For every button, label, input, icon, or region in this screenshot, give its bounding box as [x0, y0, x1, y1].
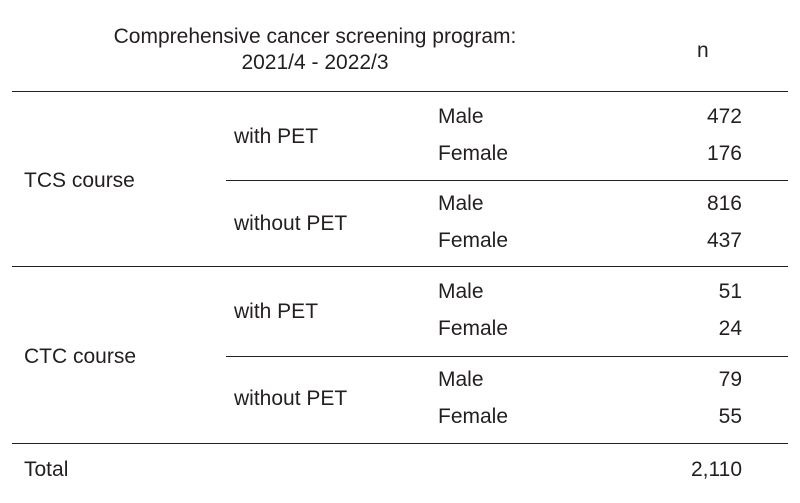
course-label-tcs: TCS course [24, 169, 135, 192]
table-title-line2: 2021/4 - 2022/3 [241, 51, 389, 74]
header-rule [12, 91, 788, 92]
n-column-header: n [697, 39, 709, 62]
count-value: 55 [718, 405, 742, 428]
sex-label: Male [438, 368, 484, 391]
group-divider [226, 180, 788, 181]
sex-label: Female [438, 317, 509, 340]
group-label: without PET [234, 212, 348, 235]
sex-label: Female [438, 229, 509, 252]
sex-label: Male [438, 192, 484, 215]
table-title-line1: Comprehensive cancer screening program: [113, 25, 517, 48]
count-value: 24 [718, 317, 742, 340]
course-divider [12, 266, 788, 267]
count-value: 176 [706, 142, 742, 165]
group-label: without PET [234, 387, 348, 410]
total-rule [12, 443, 788, 444]
group-label: with PET [234, 125, 319, 148]
total-label: Total [24, 458, 69, 481]
course-label-ctc: CTC course [24, 345, 137, 368]
count-value: 472 [706, 105, 742, 128]
count-value: 79 [718, 368, 742, 391]
count-value: 51 [718, 280, 742, 303]
total-value: 2,110 [691, 458, 742, 481]
count-value: 816 [706, 192, 742, 215]
sex-label: Male [438, 105, 484, 128]
group-divider [226, 356, 788, 357]
sex-label: Female [438, 142, 509, 165]
sex-label: Female [438, 405, 509, 428]
count-value: 437 [706, 229, 742, 252]
sex-label: Male [438, 280, 484, 303]
group-label: with PET [234, 300, 319, 323]
